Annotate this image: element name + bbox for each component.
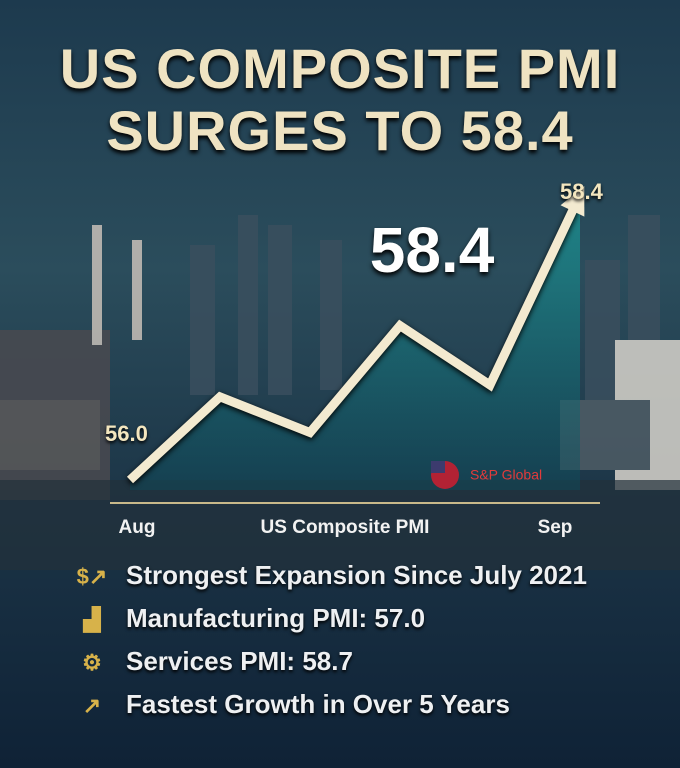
ground [0,480,680,570]
bullet-text: Fastest Growth in Over 5 Years [126,689,510,719]
bullet-icon: ↗ [83,693,101,718]
x-tick-label: Sep [538,517,573,538]
bullet-icon: ⚙ [82,650,102,675]
bullet-text: Manufacturing PMI: 57.0 [126,603,426,633]
bullet-text: Strongest Expansion Since July 2021 [126,560,587,590]
bullet-icon: ▟ [83,605,102,633]
x-axis-label: US Composite PMI [261,517,430,538]
bullet-text: Services PMI: 58.7 [126,646,353,676]
x-tick-label: Aug [119,517,156,538]
bullet-icon: $↗ [77,564,108,589]
value-label: 56.0 [105,421,148,446]
area-fill [130,195,580,490]
arrow-head [560,185,585,217]
title: US COMPOSITE PMI SURGES TO 58.4 [59,37,621,162]
source: S&P Global [470,467,542,483]
flag-canton [431,461,445,473]
line [126,193,585,484]
highlight-value: 58.4 [370,214,495,286]
value-label: 58.4 [560,179,604,204]
